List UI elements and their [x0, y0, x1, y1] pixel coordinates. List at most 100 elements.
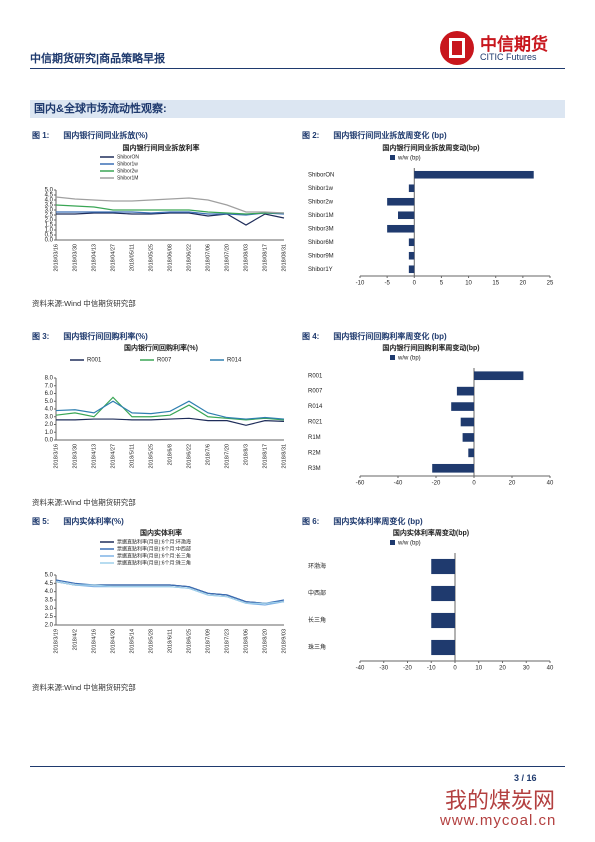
- logo-icon: [440, 31, 474, 65]
- source-note: 资料来源:Wind 中信期货研究部: [32, 299, 136, 308]
- bar: [387, 224, 415, 233]
- y-tick-label: 1.5: [45, 223, 54, 229]
- x-tick-label: 2018/6/8: [167, 444, 173, 465]
- x-tick-label: 2018/8/31: [281, 444, 287, 468]
- bar: [408, 184, 415, 193]
- x-tick-label: 2018/9/03: [281, 629, 287, 653]
- chart: 国内实体利率票据直贴利率(月息):6个月:环渤海票据直贴利率(月息):6个月:中…: [45, 528, 288, 654]
- y-tick-label: ShiborON: [308, 172, 334, 178]
- y-tick-label: 2.5: [45, 213, 54, 219]
- chart-title: 国内银行间同业拆放周变动(bp): [382, 143, 479, 152]
- x-tick-label: 0: [453, 666, 457, 672]
- x-tick-label: 2018/7/09: [205, 629, 211, 653]
- x-tick-label: 2018/08/03: [243, 244, 249, 272]
- y-tick-label: Shibor1w: [308, 186, 334, 192]
- chart: 国内银行间回购利率周变动(bp) w/w (bp) -60 -40 -20 0 20 40 R0…: [308, 343, 554, 487]
- logo-cn: 中信期货: [480, 35, 548, 54]
- x-tick-label: 2018/08/17: [262, 244, 268, 272]
- legend-label: w/w (bp): [397, 356, 421, 362]
- section-title: 国内&全球市场流动性观察:: [30, 100, 565, 118]
- x-tick-label: 2018/06/22: [186, 244, 192, 272]
- chart-title: 国内实体利率周变动(bp): [393, 528, 469, 537]
- figure-title: 国内银行间同业拆放周变化 (bp): [333, 131, 447, 140]
- y-tick-label: Shibor1Y: [308, 267, 333, 273]
- x-tick-label: 10: [475, 666, 482, 672]
- x-tick-label: 2018/5/28: [148, 629, 154, 653]
- x-tick-label: 0: [413, 281, 417, 287]
- y-tick-label: 2.0: [45, 623, 54, 629]
- x-tick-label: 40: [547, 666, 554, 672]
- y-tick-label: Shibor6M: [308, 240, 334, 246]
- y-tick-label: Shibor1M: [308, 213, 334, 219]
- x-tick-label: 2018/5/11: [129, 444, 135, 468]
- y-tick-label: 环渤海: [308, 562, 326, 570]
- legend-swatch: [390, 540, 395, 545]
- x-tick-label: 30: [523, 666, 530, 672]
- page-number: 3 / 16: [514, 773, 537, 783]
- y-tick-label: 3.5: [45, 203, 54, 209]
- y-tick-label: 3.5: [45, 598, 54, 604]
- x-tick-label: -40: [356, 666, 365, 672]
- legend-label: 票据直贴利率(月息):6个月:环渤海: [117, 538, 191, 545]
- x-tick-label: 2018/07/20: [224, 244, 230, 272]
- y-tick-label: 6.0: [45, 391, 54, 397]
- x-tick-label: 2018/4/16: [91, 629, 97, 653]
- x-tick-label: 2018/3/30: [72, 444, 78, 468]
- x-tick-label: 2018/4/13: [91, 444, 97, 468]
- y-tick-label: 1.0: [45, 430, 54, 436]
- y-tick-label: 2.0: [45, 422, 54, 428]
- legend-label: 票据直贴利率(月息):6个月:长三角: [117, 552, 191, 559]
- footer-rule: [30, 766, 565, 767]
- bar: [387, 197, 415, 206]
- figure-caption: 图 4: 国内银行间回购利率周变化 (bp): [302, 331, 447, 342]
- y-tick-label: 7.0: [45, 383, 54, 389]
- figure-caption: 图 6: 国内实体利率周变化 (bp): [302, 516, 423, 527]
- series-line: [55, 579, 285, 604]
- y-tick-label: R3M: [308, 466, 321, 472]
- chart-title: 国内实体利率: [140, 528, 182, 537]
- figure-title: 国内银行间回购利率(%): [63, 332, 148, 341]
- chart: 国内实体利率周变动(bp) w/w (bp) -40 -30 -20 -10 0 10 20 30…: [308, 528, 554, 672]
- figure-label: 图 1:: [32, 131, 50, 140]
- figure-caption: 图 2: 国内银行间同业拆放周变化 (bp): [302, 130, 447, 141]
- x-tick-label: 2018/05/11: [129, 244, 135, 271]
- y-tick-label: 3.0: [45, 208, 54, 214]
- legend-swatch: [390, 155, 395, 160]
- y-tick-label: 4.0: [45, 589, 54, 595]
- figure-title: 国内银行间同业拆放(%): [63, 131, 148, 140]
- y-tick-label: 4.5: [45, 193, 54, 199]
- y-tick-label: 5.0: [45, 188, 54, 194]
- bar: [460, 417, 474, 427]
- figure-label: 图 3:: [32, 332, 50, 341]
- bar: [474, 371, 524, 381]
- x-tick-label: 2018/3/19: [53, 629, 59, 653]
- bar: [398, 211, 415, 220]
- series-line: [55, 400, 285, 420]
- x-tick-label: 2018/4/30: [110, 629, 116, 653]
- figure-label: 图 6:: [302, 517, 320, 526]
- y-tick-label: R007: [308, 389, 323, 395]
- legend-label: w/w (bp): [397, 541, 421, 547]
- x-tick-label: 2018/8/20: [262, 629, 268, 653]
- y-tick-label: 中西部: [308, 589, 326, 597]
- y-tick-label: R001: [308, 373, 323, 379]
- bar: [408, 265, 415, 274]
- y-tick-label: R1M: [308, 435, 321, 441]
- x-tick-label: 25: [547, 281, 554, 287]
- header-title: 中信期货研究|商品策略早报: [30, 53, 166, 65]
- x-tick-label: 2018/6/25: [186, 629, 192, 653]
- x-tick-label: 2018/8/3: [243, 444, 249, 465]
- y-tick-label: R014: [308, 404, 323, 410]
- watermark-url: www.mycoal.cn: [440, 812, 557, 829]
- x-tick-label: 20: [509, 481, 516, 487]
- x-tick-label: 2018/04/13: [91, 244, 97, 272]
- series-line: [55, 581, 285, 604]
- y-tick-label: 3.0: [45, 606, 54, 612]
- y-tick-label: Shibor2w: [308, 199, 334, 205]
- x-tick-label: 2018/5/14: [129, 629, 135, 653]
- legend-label: R014: [227, 358, 242, 364]
- legend-label: R007: [157, 358, 172, 364]
- y-tick-label: 0.5: [45, 233, 54, 239]
- header-rule: [30, 68, 565, 69]
- x-tick-label: 2018/4/2: [72, 629, 78, 650]
